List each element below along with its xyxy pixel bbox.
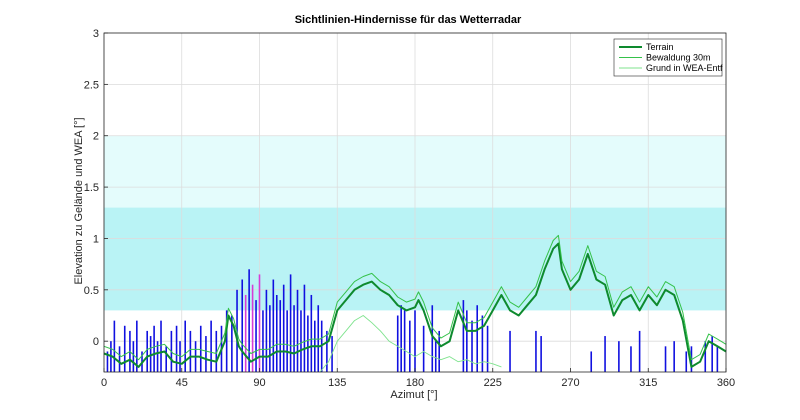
- y-axis-ticks: 0 0.5 1 1.5 2 2.5 3: [84, 28, 108, 348]
- y-tick-label-1: 0.5: [84, 285, 99, 297]
- x-tick-label-4: 180: [406, 377, 424, 389]
- wea-markers: [106, 269, 719, 372]
- y-axis-label: Elevation zu Gelände und WEA [°]: [73, 117, 85, 284]
- x-axis-label: Azimut [°]: [390, 389, 437, 401]
- series-lines: [103, 234, 727, 373]
- x-tick-label-5: 225: [484, 377, 502, 389]
- x-tick-label-7: 315: [639, 377, 657, 389]
- y-tick-label-5: 2.5: [84, 79, 99, 91]
- series-line-grund-in-wea-entf: [319, 315, 502, 373]
- x-axis-ticks: 0 45 90 135 180 225 270 315 360: [101, 368, 735, 389]
- x-tick-label-1: 45: [176, 377, 188, 389]
- legend-label-bewaldung-30m: Bewaldung 30m: [646, 53, 711, 63]
- x-tick-label-0: 0: [101, 377, 107, 389]
- x-tick-label-8: 360: [717, 377, 735, 389]
- y-tick-label-6: 3: [93, 28, 99, 40]
- y-tick-label-4: 2: [93, 131, 99, 143]
- y-tick-label-0: 0: [93, 336, 99, 348]
- plot-area: [103, 32, 727, 373]
- chart-title: Sichtlinien-Hindernisse für das Wetterra…: [295, 14, 522, 26]
- x-tick-label-2: 90: [253, 377, 265, 389]
- y-tick-label-2: 1: [93, 233, 99, 245]
- legend-label-terrain: Terrain: [646, 42, 674, 52]
- legend-label-grund-in-wea-entf: Grund in WEA-Entf: [646, 63, 723, 73]
- x-tick-label-3: 135: [328, 377, 346, 389]
- x-tick-label-6: 270: [561, 377, 579, 389]
- series-line-bewaldung-30m: [103, 234, 727, 361]
- series-line-terrain: [103, 242, 727, 368]
- y-tick-label-3: 1.5: [84, 182, 99, 194]
